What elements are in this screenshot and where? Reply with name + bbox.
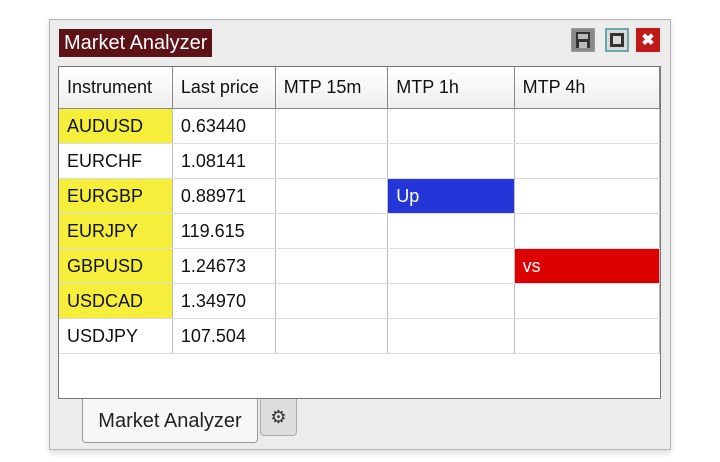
- restore-button[interactable]: [605, 28, 629, 52]
- restore-icon: [610, 33, 624, 47]
- column-header[interactable]: MTP 15m: [275, 67, 389, 109]
- cell-price: 0.63440: [172, 108, 276, 144]
- gear-icon: ⚙: [270, 407, 287, 427]
- table-row[interactable]: EURGBP 0.88971 Up: [59, 178, 661, 214]
- cell-instrument: EURGBP: [59, 178, 173, 214]
- cell-h1: [387, 108, 515, 144]
- cell-instrument: USDCAD: [59, 283, 173, 319]
- cell-instrument: EURCHF: [59, 143, 173, 179]
- cell-h1: [387, 143, 515, 179]
- cell-price: 119.615: [172, 213, 276, 249]
- cell-price: 107.504: [172, 318, 276, 354]
- market-analyzer-window: Market Analyzer ✖ Instrument Last price MT…: [49, 19, 671, 450]
- cell-h4: [514, 283, 661, 319]
- close-button[interactable]: ✖: [636, 28, 660, 52]
- window-title: Market Analyzer: [59, 29, 213, 57]
- cell-h4: [514, 318, 661, 354]
- cell-h4: [514, 178, 661, 214]
- cell-m15: [275, 213, 389, 249]
- table-row[interactable]: EURCHF 1.08141: [59, 143, 661, 179]
- cell-instrument: EURJPY: [59, 213, 173, 249]
- cell-h4: vs: [514, 248, 661, 284]
- cell-h4: [514, 143, 661, 179]
- settings-button[interactable]: ⚙: [260, 399, 297, 436]
- table-row[interactable]: USDCAD 1.34970: [59, 283, 661, 319]
- cell-h1: [387, 318, 515, 354]
- table-row[interactable]: USDJPY 107.504: [59, 318, 661, 354]
- cell-instrument: GBPUSD: [59, 248, 173, 284]
- cell-h1: [387, 248, 515, 284]
- cell-price: 0.88971: [172, 178, 276, 214]
- cell-h4: [514, 108, 661, 144]
- cell-m15: [275, 318, 389, 354]
- cell-h1: Up: [387, 178, 515, 214]
- cell-m15: [275, 108, 389, 144]
- table-row[interactable]: EURJPY 119.615: [59, 213, 661, 249]
- instrument-grid: Instrument Last price MTP 15m MTP 1h MTP 4h A…: [58, 66, 661, 399]
- cell-m15: [275, 178, 389, 214]
- cell-h1: [387, 213, 515, 249]
- cell-m15: [275, 143, 389, 179]
- tab-market-analyzer[interactable]: Market Analyzer: [82, 399, 258, 443]
- cell-instrument: USDJPY: [59, 318, 173, 354]
- cell-h1: [387, 283, 515, 319]
- column-header[interactable]: MTP 1h: [387, 67, 515, 109]
- cell-price: 1.24673: [172, 248, 276, 284]
- close-icon: ✖: [641, 32, 655, 49]
- cell-h4: [514, 213, 661, 249]
- column-header[interactable]: MTP 4h: [514, 67, 661, 109]
- save-button[interactable]: [571, 28, 595, 52]
- save-icon: [576, 32, 590, 48]
- table-row[interactable]: AUDUSD 0.63440: [59, 108, 661, 144]
- cell-price: 1.08141: [172, 143, 276, 179]
- table-row[interactable]: GBPUSD 1.24673 vs: [59, 248, 661, 284]
- cell-instrument: AUDUSD: [59, 108, 173, 144]
- cell-price: 1.34970: [172, 283, 276, 319]
- cell-m15: [275, 283, 389, 319]
- column-header[interactable]: Instrument: [59, 67, 173, 109]
- column-header[interactable]: Last price: [172, 67, 276, 109]
- cell-m15: [275, 248, 389, 284]
